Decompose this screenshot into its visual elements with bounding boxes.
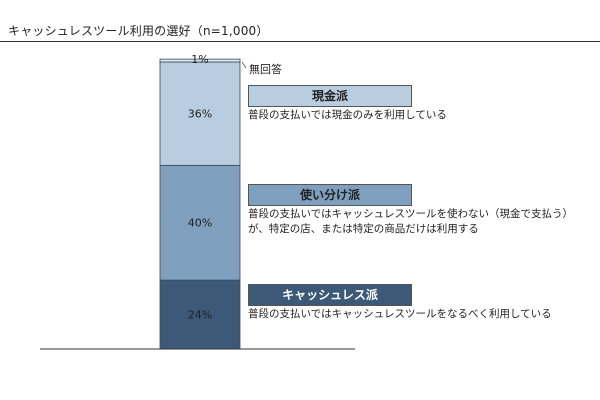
category-name-cashless: キャッシュレス派 — [282, 288, 378, 302]
data-label-0: 24% — [188, 309, 212, 322]
bar-segment-3 — [159, 58, 241, 63]
title-divider — [0, 41, 600, 42]
no-answer-label: 無回答 — [249, 62, 282, 76]
no-answer-leader-line — [241, 61, 247, 69]
category-desc-cash-line: 普段の支払いでは現金のみを利用している — [248, 109, 447, 121]
category-box-cash: 現金派 — [248, 85, 412, 107]
data-label-3: 1% — [191, 53, 208, 66]
data-label-2: 36% — [188, 108, 212, 121]
category-desc-cashless: 普段の支払いではキャッシュレスツールをなるべく利用している — [248, 307, 552, 322]
category-name-mixed: 使い分け派 — [299, 188, 360, 202]
data-label-1: 40% — [188, 217, 212, 230]
chart-title: キャッシュレスツール利用の選好（n=1,000） — [8, 24, 269, 38]
category-desc-mixed-line-2: が、特定の店、または特定の商品だけは利用する — [248, 223, 479, 235]
bar-segment-2 — [159, 61, 241, 166]
category-desc-cashless-line: 普段の支払いではキャッシュレスツールをなるべく利用している — [248, 308, 552, 320]
bar-segment-1 — [159, 164, 241, 281]
bar-group: 24% 40% 36% 1% — [159, 53, 241, 350]
category-desc-mixed-line-1: 普段の支払いではキャッシュレスツールを使わない（現金で支払う） — [248, 208, 573, 220]
category-name-cash: 現金派 — [311, 89, 348, 103]
category-box-cashless: キャッシュレス派 — [248, 284, 412, 306]
bar-segment-0 — [159, 279, 241, 350]
category-box-mixed: 使い分け派 — [248, 184, 412, 206]
category-desc-cash: 普段の支払いでは現金のみを利用している — [248, 108, 447, 123]
category-desc-mixed: 普段の支払いではキャッシュレスツールを使わない（現金で支払う） が、特定の店、ま… — [248, 207, 573, 237]
